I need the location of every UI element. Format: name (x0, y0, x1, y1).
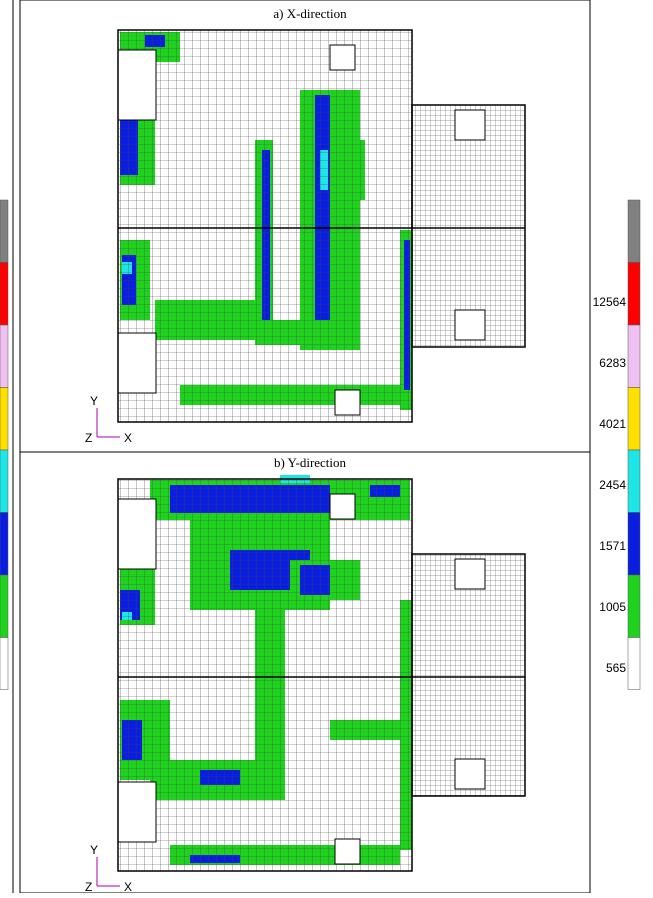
contour-panel: b) Y-direction Y Z X (85, 455, 525, 893)
void (118, 499, 156, 569)
void (118, 782, 156, 842)
left-legend-swatch (0, 575, 8, 638)
void (335, 839, 360, 864)
contour-panel: a) X-direction Y Z X (85, 6, 525, 445)
legend-swatch (628, 263, 640, 326)
legend-swatch (628, 388, 640, 451)
legend-label: 1571 (599, 539, 626, 553)
left-legend-swatch (0, 325, 8, 388)
void (118, 50, 156, 120)
left-legend-swatch (0, 200, 8, 263)
axis-label-z: Z (85, 880, 92, 893)
left-legend-swatch (0, 388, 8, 451)
void (455, 110, 485, 140)
legend-swatch (628, 200, 640, 263)
axis-label-z: Z (85, 431, 92, 445)
left-legend-swatch (0, 450, 8, 513)
void (455, 559, 485, 589)
panel-title: b) Y-direction (274, 455, 347, 470)
panel-title: a) X-direction (273, 6, 347, 21)
legend-swatch (628, 575, 640, 638)
legend-label: 6283 (599, 356, 626, 370)
void (330, 45, 355, 70)
axis-label-y: Y (90, 394, 98, 408)
mesh (118, 30, 412, 422)
page: {"panels": [ {"title": "a) X-direction",… (0, 0, 653, 893)
legend-swatch (628, 450, 640, 513)
void (455, 759, 485, 789)
void (455, 310, 485, 340)
legend-label: 2454 (599, 478, 626, 492)
screenshot: a) X-direction Y Z Xb) Y-direction Y Z X 12564… (0, 0, 653, 893)
legend-swatch (628, 638, 640, 690)
void (330, 494, 355, 519)
void (118, 333, 156, 393)
axis-label-x: X (124, 880, 132, 893)
legend-label: 4021 (599, 417, 626, 431)
left-legend-swatch (0, 513, 8, 576)
legend-swatch (628, 513, 640, 576)
left-legend-swatch (0, 638, 8, 690)
legend-label: 12564 (593, 295, 627, 309)
legend-swatch (628, 325, 640, 388)
legend-label: 565 (606, 661, 626, 675)
left-legend-swatch (0, 263, 8, 326)
legend-label: 1005 (599, 600, 626, 614)
mesh (118, 479, 412, 871)
axis-label-x: X (124, 431, 132, 445)
void (335, 390, 360, 415)
axis-label-y: Y (90, 843, 98, 857)
